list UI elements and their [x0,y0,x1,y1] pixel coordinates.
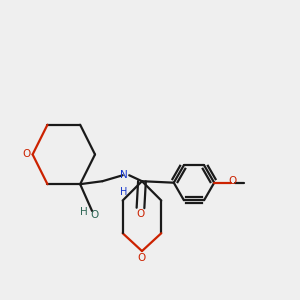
Text: N: N [120,170,128,180]
Text: O: O [22,149,30,160]
Text: O: O [136,209,145,220]
Text: O: O [229,176,237,186]
Text: O: O [90,210,98,220]
Text: H: H [121,187,128,196]
Text: O: O [138,254,146,263]
Text: H: H [80,207,88,218]
